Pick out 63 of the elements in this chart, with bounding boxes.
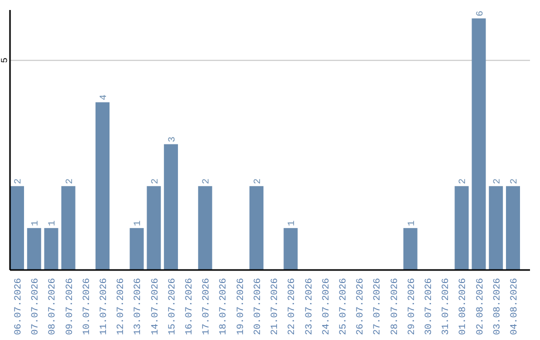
bar xyxy=(61,186,76,270)
bar xyxy=(249,186,264,270)
x-tick-label: 29.07.2026 xyxy=(406,278,417,336)
x-tick-label: 26.07.2026 xyxy=(354,278,366,336)
x-tick-label: 23.07.2026 xyxy=(303,278,314,336)
x-tick-label: 08.07.2026 xyxy=(46,278,58,336)
x-tick-label: 03.08.2026 xyxy=(491,278,502,336)
data-label: 2 xyxy=(508,178,520,184)
x-tick-label: 21.07.2026 xyxy=(269,278,280,336)
data-label: 2 xyxy=(200,178,212,184)
bar xyxy=(130,228,144,270)
x-tick-label: 16.07.2026 xyxy=(184,278,195,336)
x-tick-label: 12.07.2026 xyxy=(115,278,126,336)
x-tick-label: 18.07.2026 xyxy=(218,278,229,336)
bar xyxy=(146,186,161,270)
data-label: 2 xyxy=(491,178,502,184)
x-tick-label: 30.07.2026 xyxy=(422,278,434,336)
data-label: 2 xyxy=(64,178,75,184)
x-tick-label: 04.08.2026 xyxy=(508,278,520,336)
x-tick-label: 11.07.2026 xyxy=(98,278,110,336)
x-tick-label: 22.07.2026 xyxy=(286,278,298,336)
x-tick-label: 01.08.2026 xyxy=(457,278,468,336)
data-label: 1 xyxy=(30,220,41,226)
y-tick-label: 5 xyxy=(0,58,10,64)
x-tick-label: 24.07.2026 xyxy=(320,278,332,336)
bar xyxy=(198,186,212,270)
data-label: 2 xyxy=(457,178,468,184)
x-tick-label: 14.07.2026 xyxy=(149,278,160,336)
data-label: 1 xyxy=(286,220,298,226)
x-tick-label: 27.07.2026 xyxy=(372,278,383,336)
data-label: 3 xyxy=(166,136,178,142)
bar xyxy=(10,186,24,270)
bar xyxy=(488,186,503,270)
bar xyxy=(164,144,178,270)
bar xyxy=(472,18,486,270)
data-label: 4 xyxy=(98,94,110,100)
x-tick-label: 07.07.2026 xyxy=(30,278,41,336)
data-label: 2 xyxy=(252,178,263,184)
x-tick-label: 28.07.2026 xyxy=(388,278,400,336)
data-label: 2 xyxy=(12,178,24,184)
x-tick-label: 10.07.2026 xyxy=(80,278,92,336)
x-tick-label: 02.08.2026 xyxy=(474,278,486,336)
x-tick-label: 09.07.2026 xyxy=(64,278,75,336)
data-label: 6 xyxy=(474,10,486,16)
bar xyxy=(454,186,469,270)
bar xyxy=(284,228,298,270)
data-label: 1 xyxy=(406,220,417,226)
bar xyxy=(403,228,418,270)
x-tick-label: 13.07.2026 xyxy=(132,278,144,336)
bar xyxy=(96,102,110,270)
bar xyxy=(27,228,42,270)
bar xyxy=(44,228,58,270)
x-tick-label: 17.07.2026 xyxy=(200,278,212,336)
x-tick-label: 19.07.2026 xyxy=(234,278,246,336)
x-tick-label: 15.07.2026 xyxy=(166,278,178,336)
x-tick-label: 06.07.2026 xyxy=(12,278,24,336)
x-tick-label: 25.07.2026 xyxy=(337,278,348,336)
x-tick-label: 31.07.2026 xyxy=(440,278,452,336)
data-label: 2 xyxy=(149,178,160,184)
bar xyxy=(506,186,520,270)
x-tick-label: 20.07.2026 xyxy=(252,278,263,336)
data-label: 1 xyxy=(132,220,144,226)
data-label: 1 xyxy=(46,220,58,226)
